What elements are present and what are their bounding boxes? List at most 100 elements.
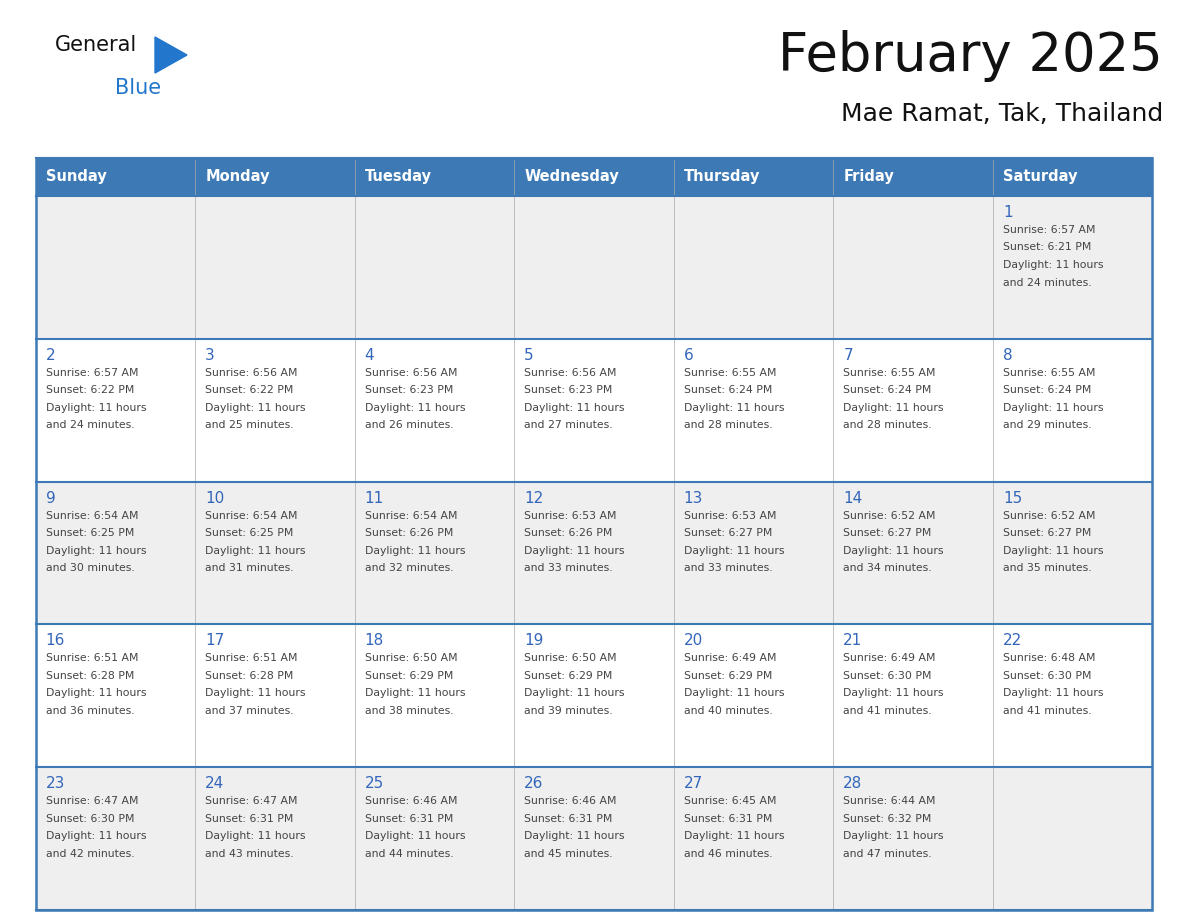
Text: and 37 minutes.: and 37 minutes. (206, 706, 293, 716)
Text: Sunrise: 6:52 AM: Sunrise: 6:52 AM (1003, 510, 1095, 521)
Text: Daylight: 11 hours: Daylight: 11 hours (684, 545, 784, 555)
Text: 20: 20 (684, 633, 703, 648)
Text: and 46 minutes.: and 46 minutes. (684, 849, 772, 858)
Text: Daylight: 11 hours: Daylight: 11 hours (1003, 545, 1104, 555)
Text: 22: 22 (1003, 633, 1022, 648)
Text: and 40 minutes.: and 40 minutes. (684, 706, 772, 716)
Text: 25: 25 (365, 777, 384, 791)
Text: Daylight: 11 hours: Daylight: 11 hours (524, 545, 625, 555)
Text: 12: 12 (524, 490, 543, 506)
Text: Daylight: 11 hours: Daylight: 11 hours (365, 403, 466, 413)
Text: 24: 24 (206, 777, 225, 791)
Text: and 41 minutes.: and 41 minutes. (1003, 706, 1092, 716)
Text: Sunrise: 6:56 AM: Sunrise: 6:56 AM (524, 368, 617, 378)
Text: 11: 11 (365, 490, 384, 506)
Text: Daylight: 11 hours: Daylight: 11 hours (843, 403, 943, 413)
Text: Sunset: 6:29 PM: Sunset: 6:29 PM (524, 671, 613, 681)
FancyBboxPatch shape (36, 624, 1152, 767)
Text: Sunrise: 6:56 AM: Sunrise: 6:56 AM (206, 368, 298, 378)
Text: Sunrise: 6:50 AM: Sunrise: 6:50 AM (524, 654, 617, 664)
Text: Sunset: 6:28 PM: Sunset: 6:28 PM (206, 671, 293, 681)
Text: Sunrise: 6:55 AM: Sunrise: 6:55 AM (684, 368, 776, 378)
Text: Daylight: 11 hours: Daylight: 11 hours (1003, 260, 1104, 270)
Text: Sunset: 6:31 PM: Sunset: 6:31 PM (524, 813, 613, 823)
Text: Sunset: 6:22 PM: Sunset: 6:22 PM (206, 386, 293, 396)
Text: Blue: Blue (115, 78, 162, 98)
Text: and 28 minutes.: and 28 minutes. (843, 420, 931, 431)
Text: Sunset: 6:32 PM: Sunset: 6:32 PM (843, 813, 931, 823)
FancyBboxPatch shape (36, 158, 195, 196)
FancyBboxPatch shape (833, 158, 993, 196)
Text: Sunset: 6:25 PM: Sunset: 6:25 PM (45, 528, 134, 538)
Text: 15: 15 (1003, 490, 1022, 506)
Text: and 42 minutes.: and 42 minutes. (45, 849, 134, 858)
Text: Sunrise: 6:47 AM: Sunrise: 6:47 AM (206, 796, 298, 806)
Text: Sunrise: 6:51 AM: Sunrise: 6:51 AM (45, 654, 138, 664)
Text: Sunset: 6:30 PM: Sunset: 6:30 PM (843, 671, 931, 681)
Text: Daylight: 11 hours: Daylight: 11 hours (1003, 403, 1104, 413)
FancyBboxPatch shape (36, 339, 1152, 482)
Text: Wednesday: Wednesday (524, 170, 619, 185)
Text: Sunset: 6:30 PM: Sunset: 6:30 PM (1003, 671, 1092, 681)
Text: Sunrise: 6:57 AM: Sunrise: 6:57 AM (45, 368, 138, 378)
Text: Daylight: 11 hours: Daylight: 11 hours (1003, 688, 1104, 699)
Text: Daylight: 11 hours: Daylight: 11 hours (365, 688, 466, 699)
Text: Sunset: 6:23 PM: Sunset: 6:23 PM (524, 386, 613, 396)
Text: Daylight: 11 hours: Daylight: 11 hours (45, 403, 146, 413)
Text: Sunrise: 6:51 AM: Sunrise: 6:51 AM (206, 654, 298, 664)
Text: 1: 1 (1003, 205, 1012, 220)
Text: Sunrise: 6:55 AM: Sunrise: 6:55 AM (1003, 368, 1095, 378)
Text: Saturday: Saturday (1003, 170, 1078, 185)
FancyBboxPatch shape (36, 196, 1152, 339)
FancyBboxPatch shape (36, 482, 1152, 624)
Text: Sunset: 6:26 PM: Sunset: 6:26 PM (524, 528, 613, 538)
Text: Monday: Monday (206, 170, 270, 185)
Text: Sunset: 6:21 PM: Sunset: 6:21 PM (1003, 242, 1092, 252)
Text: 16: 16 (45, 633, 65, 648)
Text: 9: 9 (45, 490, 56, 506)
Text: and 31 minutes.: and 31 minutes. (206, 563, 293, 573)
Text: Daylight: 11 hours: Daylight: 11 hours (365, 545, 466, 555)
Text: Daylight: 11 hours: Daylight: 11 hours (206, 831, 305, 841)
Text: and 24 minutes.: and 24 minutes. (45, 420, 134, 431)
Text: 13: 13 (684, 490, 703, 506)
Text: 3: 3 (206, 348, 215, 363)
Text: Sunrise: 6:46 AM: Sunrise: 6:46 AM (524, 796, 617, 806)
FancyBboxPatch shape (36, 767, 1152, 910)
Text: 21: 21 (843, 633, 862, 648)
Text: and 44 minutes.: and 44 minutes. (365, 849, 454, 858)
Text: 28: 28 (843, 777, 862, 791)
FancyBboxPatch shape (195, 158, 355, 196)
Polygon shape (154, 37, 187, 73)
Text: and 35 minutes.: and 35 minutes. (1003, 563, 1092, 573)
FancyBboxPatch shape (514, 158, 674, 196)
Text: Mae Ramat, Tak, Thailand: Mae Ramat, Tak, Thailand (841, 102, 1163, 126)
Text: Sunset: 6:26 PM: Sunset: 6:26 PM (365, 528, 453, 538)
Text: and 34 minutes.: and 34 minutes. (843, 563, 931, 573)
Text: Sunset: 6:27 PM: Sunset: 6:27 PM (684, 528, 772, 538)
Text: Daylight: 11 hours: Daylight: 11 hours (843, 831, 943, 841)
FancyBboxPatch shape (993, 158, 1152, 196)
Text: Sunrise: 6:50 AM: Sunrise: 6:50 AM (365, 654, 457, 664)
Text: and 30 minutes.: and 30 minutes. (45, 563, 134, 573)
Text: 23: 23 (45, 777, 65, 791)
Text: Sunrise: 6:47 AM: Sunrise: 6:47 AM (45, 796, 138, 806)
Text: 5: 5 (524, 348, 533, 363)
Text: and 43 minutes.: and 43 minutes. (206, 849, 293, 858)
Text: Daylight: 11 hours: Daylight: 11 hours (843, 545, 943, 555)
Text: Sunset: 6:24 PM: Sunset: 6:24 PM (684, 386, 772, 396)
Text: Daylight: 11 hours: Daylight: 11 hours (45, 688, 146, 699)
Text: Sunrise: 6:45 AM: Sunrise: 6:45 AM (684, 796, 776, 806)
Text: 26: 26 (524, 777, 544, 791)
Text: 8: 8 (1003, 348, 1012, 363)
Text: and 33 minutes.: and 33 minutes. (524, 563, 613, 573)
Text: and 27 minutes.: and 27 minutes. (524, 420, 613, 431)
Text: Sunset: 6:29 PM: Sunset: 6:29 PM (684, 671, 772, 681)
Text: Daylight: 11 hours: Daylight: 11 hours (365, 831, 466, 841)
Text: and 39 minutes.: and 39 minutes. (524, 706, 613, 716)
Text: Sunset: 6:30 PM: Sunset: 6:30 PM (45, 813, 134, 823)
Text: Tuesday: Tuesday (365, 170, 431, 185)
Text: 27: 27 (684, 777, 703, 791)
Text: Sunrise: 6:52 AM: Sunrise: 6:52 AM (843, 510, 936, 521)
Text: Daylight: 11 hours: Daylight: 11 hours (206, 545, 305, 555)
